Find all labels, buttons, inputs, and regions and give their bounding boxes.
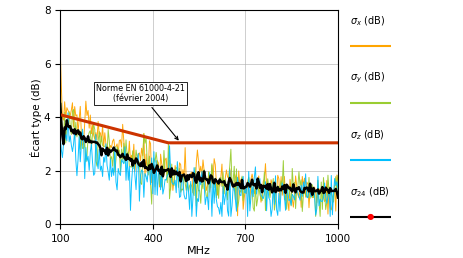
Text: Norme EN 61000-4-21
(février 2004): Norme EN 61000-4-21 (février 2004) [96, 84, 185, 140]
Y-axis label: Écart type (dB): Écart type (dB) [31, 78, 43, 157]
Text: ●: ● [367, 212, 374, 221]
Text: $\sigma_y$ (dB): $\sigma_y$ (dB) [350, 71, 385, 85]
Text: $\sigma_x$ (dB): $\sigma_x$ (dB) [350, 15, 385, 28]
Text: $\sigma_z$ (dB): $\sigma_z$ (dB) [350, 128, 384, 142]
Text: $\sigma_{24}$ (dB): $\sigma_{24}$ (dB) [350, 185, 389, 199]
X-axis label: MHz: MHz [187, 246, 211, 256]
